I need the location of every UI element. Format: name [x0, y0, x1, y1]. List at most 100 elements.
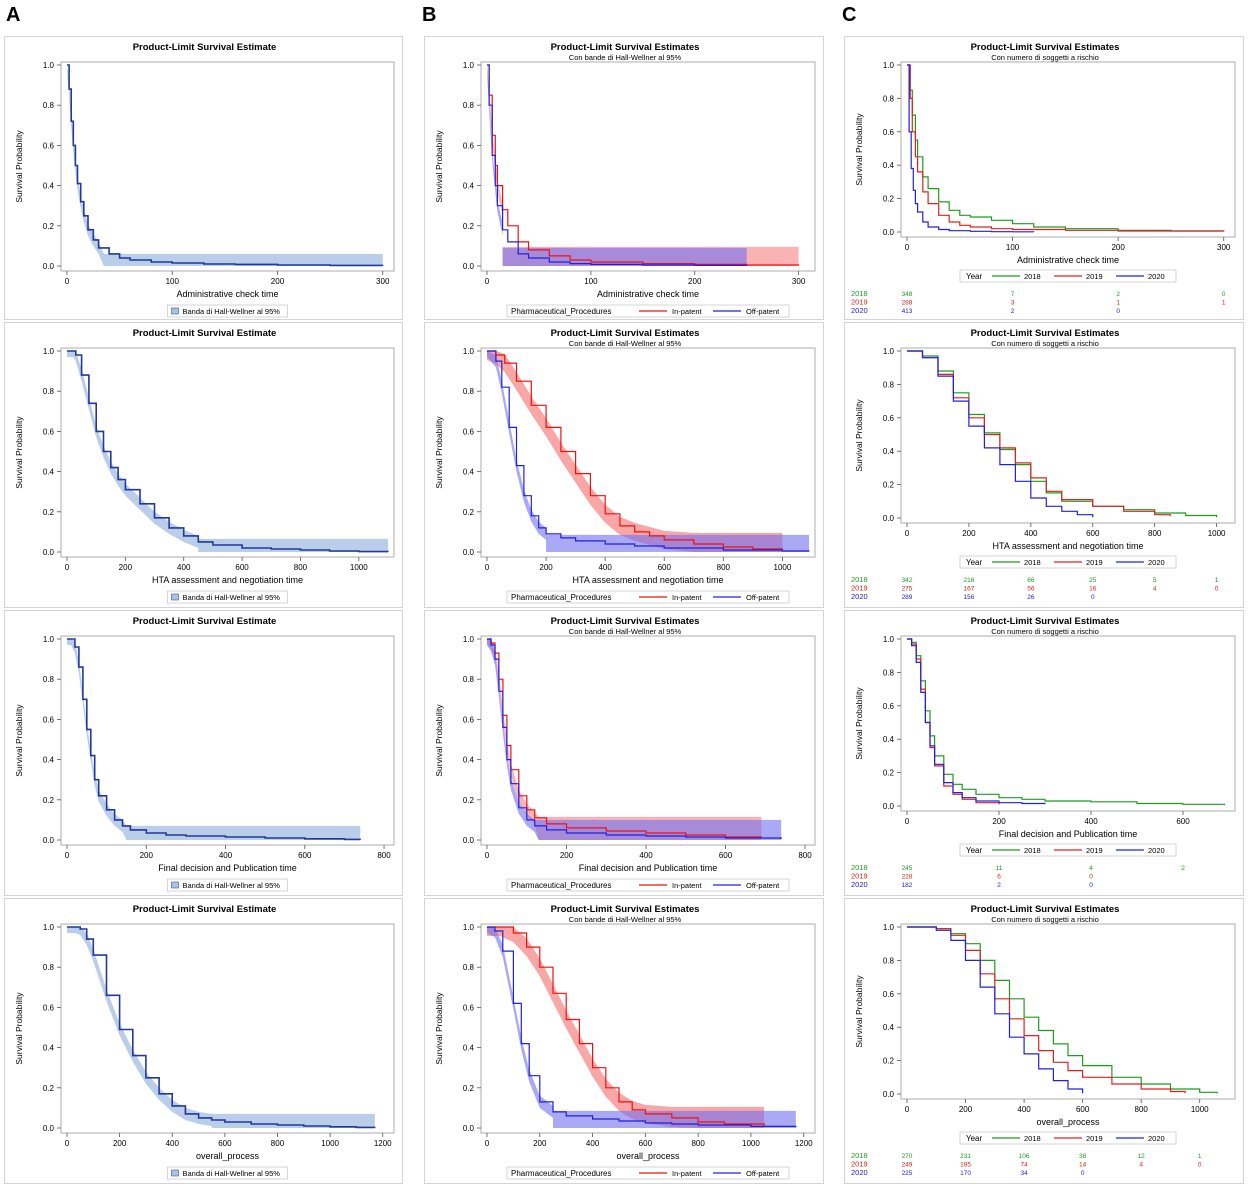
- y-tick-label: 0.8: [883, 668, 895, 677]
- chart-title: Product-Limit Survival Estimates: [971, 616, 1120, 627]
- chart-title: Product-Limit Survival Estimate: [133, 616, 277, 627]
- survival-curve-off-patent: [487, 64, 748, 266]
- survival-curve-2018: [907, 926, 1218, 1094]
- plot-frame: [900, 347, 1236, 524]
- legend-label-off-patent: Off-patent: [746, 881, 780, 890]
- legend-label-band: Banda di Hall-Wellner al 95%: [183, 593, 281, 602]
- x-tick-label: 0: [905, 1105, 910, 1114]
- legend-box: [167, 304, 288, 318]
- x-tick-label: 1200: [795, 1139, 813, 1148]
- y-tick-label: 0.4: [43, 756, 55, 765]
- risk-count: 182: [902, 882, 913, 889]
- risk-count: 275: [902, 586, 913, 593]
- chart-subtitle: Con bande di Hall-Wellner al 95%: [569, 915, 682, 924]
- column-label-a: A: [6, 4, 21, 26]
- survival-curve-in-patent: [487, 64, 800, 266]
- risk-count: 6: [997, 874, 1001, 881]
- chart-title: Product-Limit Survival Estimate: [133, 904, 277, 915]
- y-tick-label: 0.8: [463, 387, 475, 396]
- risk-count: 25: [1089, 577, 1097, 584]
- plot-frame: [60, 347, 395, 558]
- legend-swatch-band: [171, 593, 179, 601]
- plot-frame: [60, 635, 395, 846]
- y-axis-label: Survival Probability: [854, 113, 864, 186]
- legend-label-2020: 2020: [1148, 558, 1165, 567]
- x-tick-label: 600: [235, 563, 249, 572]
- risk-year-2020: 2020: [851, 306, 868, 315]
- legend-label-off-patent: Off-patent: [746, 307, 780, 316]
- x-axis-label: HTA assessment and negotiation time: [573, 575, 724, 585]
- plot-frame: [900, 635, 1236, 812]
- survival-curve-in-patent: [487, 926, 765, 1126]
- plot-frame: [480, 923, 816, 1134]
- y-tick-label: 1.0: [463, 61, 475, 70]
- chart-title: Product-Limit Survival Estimates: [971, 42, 1120, 53]
- risk-count: 249: [902, 1162, 913, 1169]
- survival-curve-2020: [907, 926, 1084, 1094]
- x-tick-label: 0: [65, 1139, 70, 1148]
- y-axis-label: Survival Probability: [14, 130, 24, 203]
- x-tick-label: 300: [1217, 243, 1231, 252]
- x-tick-label: 0: [905, 817, 910, 826]
- y-tick-label: 0.6: [43, 1003, 55, 1012]
- y-tick-label: 1.0: [883, 347, 895, 356]
- survival-curve-2018: [907, 64, 1225, 232]
- x-tick-label: 200: [959, 1105, 973, 1114]
- legend-title: Year: [966, 1134, 983, 1143]
- chart-title: Product-Limit Survival Estimates: [971, 904, 1120, 915]
- chart-svg: Product-Limit Survival Estimate 0.0 0.2 0.4…: [14, 328, 395, 604]
- legend-title: Pharmaceutical_Procedures: [511, 307, 612, 316]
- x-tick-label: 200: [962, 529, 976, 538]
- y-tick-label: 0.0: [463, 262, 475, 271]
- chart-title: Product-Limit Survival Estimate: [133, 328, 277, 339]
- legend-title: Pharmaceutical_Procedures: [511, 881, 612, 890]
- chart-panel-c3: Product-Limit Survival Estimates Con nume…: [844, 610, 1244, 896]
- x-tick-label: 800: [377, 851, 391, 860]
- risk-count: 66: [1027, 577, 1035, 584]
- x-tick-label: 400: [586, 1139, 600, 1148]
- survival-curve-all: [67, 350, 389, 553]
- x-tick-label: 400: [598, 563, 612, 572]
- x-tick-label: 800: [691, 1139, 705, 1148]
- risk-count: 14: [1079, 1162, 1087, 1169]
- y-axis-label: Survival Probability: [854, 687, 864, 760]
- chart-svg: Product-Limit Survival Estimate 0.0 0.2 0.4…: [14, 904, 395, 1180]
- plot-frame: [900, 923, 1236, 1100]
- chart-subtitle: Con numero di soggetti a rischio: [991, 339, 1099, 348]
- risk-count: 4: [1089, 865, 1093, 872]
- risk-count: 0: [1089, 882, 1093, 889]
- chart-title: Product-Limit Survival Estimates: [551, 616, 700, 627]
- y-axis-label: Survival Probability: [434, 416, 444, 489]
- y-tick-label: 0.2: [43, 796, 55, 805]
- y-tick-label: 1.0: [43, 635, 55, 644]
- y-tick-label: 0.8: [43, 387, 55, 396]
- x-tick-label: 200: [688, 277, 702, 286]
- x-tick-label: 200: [1111, 243, 1125, 252]
- y-tick-label: 0.0: [463, 548, 475, 557]
- risk-count: 34: [1020, 1170, 1028, 1177]
- confidence-band: [67, 351, 388, 552]
- chart-panel-b1: Product-Limit Survival Estimates Con band…: [424, 36, 824, 320]
- legend-title: Year: [966, 272, 983, 281]
- plot-frame: [480, 635, 816, 846]
- legend-label-2019: 2019: [1086, 1134, 1103, 1143]
- chart-panel-b3: Product-Limit Survival Estimates Con band…: [424, 610, 824, 896]
- risk-count: 170: [960, 1170, 971, 1177]
- y-tick-label: 0.4: [883, 1023, 895, 1032]
- y-tick-label: 0.0: [883, 802, 895, 811]
- x-axis-label: Final decision and Publication time: [158, 863, 297, 873]
- risk-count: 106: [1019, 1153, 1030, 1160]
- survival-curve-off-patent: [487, 350, 810, 552]
- y-tick-label: 0.6: [463, 1003, 475, 1012]
- risk-year-2018: 2018: [851, 575, 868, 584]
- y-axis-label: Survival Probability: [434, 704, 444, 777]
- chart-subtitle: Con bande di Hall-Wellner al 95%: [569, 339, 682, 348]
- x-axis-label: HTA assessment and negotiation time: [152, 575, 303, 585]
- x-tick-label: 0: [905, 243, 910, 252]
- y-tick-label: 0.8: [883, 956, 895, 965]
- risk-count: 4: [1139, 1162, 1143, 1169]
- risk-count: 7: [1011, 291, 1015, 298]
